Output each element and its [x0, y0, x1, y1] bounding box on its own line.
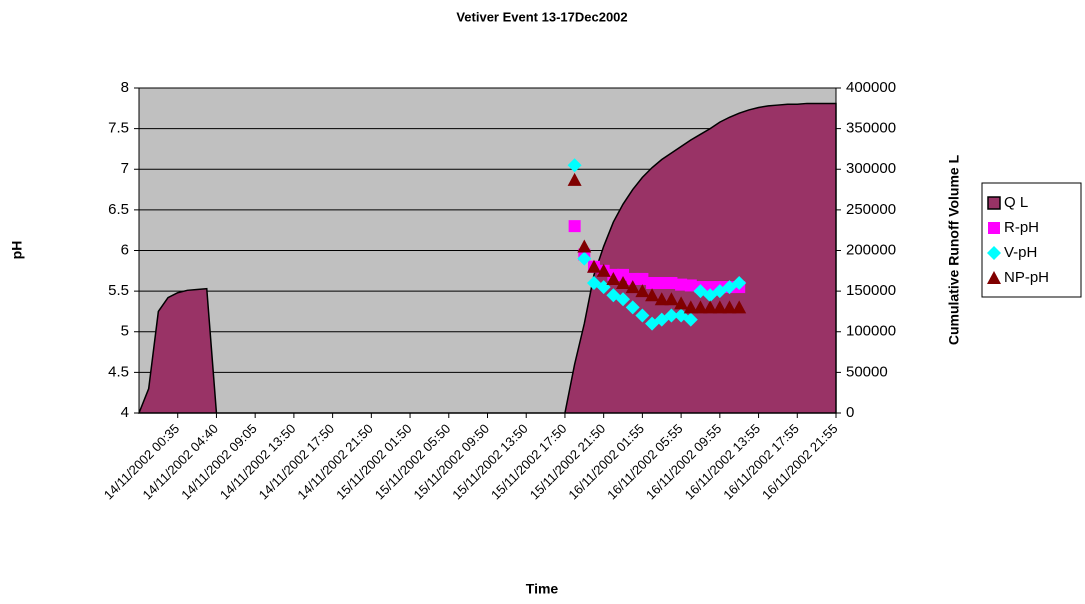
y2-tick-label: 50000: [846, 363, 888, 380]
y-tick-label: 7: [121, 160, 129, 177]
y-tick-label: 8: [121, 79, 129, 96]
point: [654, 292, 669, 306]
point: [586, 259, 601, 273]
point: [703, 300, 718, 314]
point: [722, 300, 737, 314]
point: [596, 263, 611, 277]
point: [617, 268, 630, 281]
point: [712, 300, 727, 314]
point: [626, 272, 639, 285]
point: [664, 292, 679, 306]
y2-tick-label: 150000: [846, 282, 896, 299]
point: [664, 308, 679, 323]
y2-tick-label: 350000: [846, 120, 896, 137]
point: [684, 279, 697, 292]
legend-label: V-pH: [1004, 244, 1037, 261]
point: [567, 158, 582, 173]
legend-label: R-pH: [1004, 219, 1039, 236]
point: [665, 277, 678, 289]
y2-tick-label: 400000: [846, 79, 896, 96]
point: [616, 276, 631, 289]
point: [675, 278, 688, 291]
point: [625, 300, 640, 315]
x-axis-label: Time: [526, 581, 559, 597]
y2-tick-label: 200000: [846, 241, 896, 258]
legend-label: Q L: [1004, 194, 1028, 211]
legend-label: NP-pH: [1004, 269, 1049, 286]
y2-tick-label: 250000: [846, 201, 896, 218]
point: [704, 281, 717, 294]
y-tick-label: 5.5: [108, 282, 129, 299]
point: [683, 300, 698, 314]
y2-tick-label: 300000: [846, 160, 896, 177]
legend-swatch: [988, 222, 1000, 234]
point: [674, 296, 689, 310]
point: [732, 276, 747, 290]
point: [616, 292, 631, 307]
point: [635, 308, 650, 323]
y2-tick-label: 0: [846, 404, 854, 421]
y-tick-label: 4: [121, 404, 129, 421]
chart-title: Vetiver Event 13-17Dec2002: [456, 9, 627, 24]
y-tick-label: 7.5: [108, 120, 129, 137]
point: [635, 284, 650, 298]
plot-border: [138, 87, 837, 414]
point: [645, 288, 660, 302]
point: [577, 239, 592, 253]
legend-swatch: [987, 246, 1001, 260]
y-tick-label: 6: [121, 241, 129, 258]
legend-swatch: [987, 271, 1001, 284]
point: [646, 277, 659, 289]
y-tick-label: 6.5: [108, 201, 129, 218]
point: [636, 272, 649, 285]
point: [606, 271, 621, 285]
y2-axis-label: Cumulative Runoff Volume L: [946, 154, 962, 345]
point: [683, 312, 698, 327]
point: [655, 277, 668, 289]
point: [693, 300, 708, 314]
point: [732, 300, 747, 314]
y-tick-label: 5: [121, 323, 129, 340]
y-tick-label: 4.5: [108, 363, 129, 380]
point: [568, 220, 581, 233]
point: [625, 280, 640, 294]
point: [567, 172, 582, 186]
y-axis-label: pH: [9, 241, 25, 260]
legend-swatch: [987, 196, 1001, 210]
y2-tick-label: 100000: [846, 323, 896, 340]
point: [577, 251, 592, 266]
